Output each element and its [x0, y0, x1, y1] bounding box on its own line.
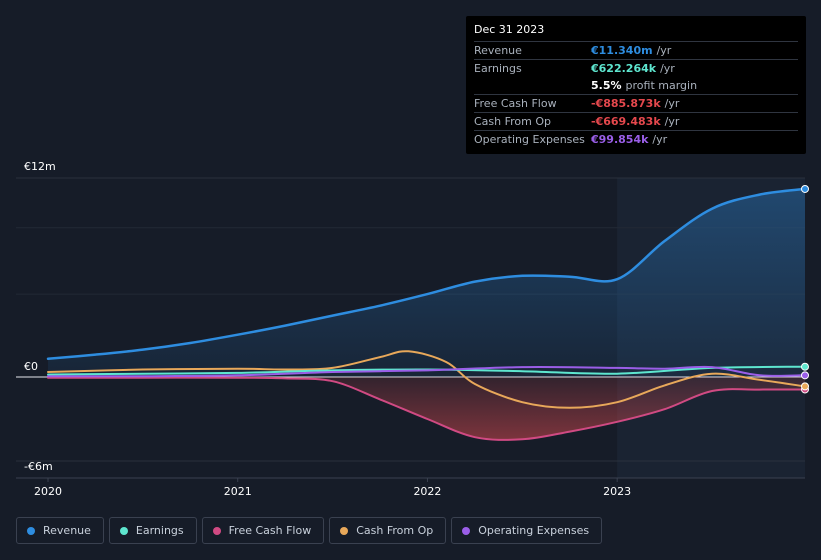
cash-from-op-line[interactable] [47, 350, 806, 409]
tooltip-row-label: Free Cash Flow [474, 97, 557, 110]
legend-label: Free Cash Flow [228, 524, 312, 537]
cash-from-op-end-point[interactable] [801, 382, 809, 391]
legend-item-earnings[interactable]: Earnings [108, 517, 197, 544]
tooltip-row: 5.5% profit margin [474, 77, 798, 94]
legend-item-operating-expenses[interactable]: Operating Expenses [451, 517, 603, 544]
operating-expenses-line[interactable] [47, 365, 806, 378]
tooltip-row-value: -€885.873k [591, 97, 661, 110]
revenue-line[interactable] [46, 187, 807, 361]
y-tick-label-1: €0 [24, 360, 38, 373]
tooltip-row-value: €11.340m [591, 44, 653, 57]
legend-item-free-cash-flow[interactable]: Free Cash Flow [201, 517, 325, 544]
tooltip-row: Revenue €11.340m/yr [474, 41, 798, 59]
tooltip-panel: Dec 31 2023 Revenue €11.340m/yr Earnings €6… [466, 16, 806, 154]
tooltip-row-unit: /yr [664, 115, 680, 128]
tooltip-row: Operating Expenses €99.854k/yr [474, 130, 798, 148]
tooltip-row-unit: /yr [664, 97, 680, 110]
legend-dot-icon [27, 526, 35, 535]
tooltip-row-value: €99.854k [591, 133, 649, 146]
tooltip-row-unit: /yr [656, 44, 672, 57]
tooltip-row-unit: profit margin [625, 79, 698, 92]
tooltip-row: Free Cash Flow -€885.873k/yr [474, 94, 798, 112]
x-tick-label-2021: 2021 [224, 485, 252, 498]
legend-item-revenue[interactable]: Revenue [16, 517, 104, 544]
tooltip-row-value: 5.5% [591, 79, 622, 92]
tooltip-row-unit: /yr [652, 133, 668, 146]
tooltip-row-unit: /yr [660, 62, 675, 75]
free-cash-flow-line[interactable] [47, 376, 806, 441]
legend-label: Cash From Op [356, 524, 434, 537]
x-tick-label-2020: 2020 [34, 485, 62, 498]
legend-dot-icon [340, 526, 349, 535]
x-tick-label-2022: 2022 [413, 485, 441, 498]
tooltip-row-value: €622.264k [591, 62, 657, 75]
earnings-end-point[interactable] [801, 362, 809, 371]
legend-label: Operating Expenses [478, 524, 590, 537]
tooltip-row-label: Cash From Op [474, 115, 552, 128]
legend-item-cash-from-op[interactable]: Cash From Op [329, 517, 447, 544]
free-cash-flow-area [48, 377, 805, 440]
tooltip-row-label: Earnings [474, 62, 522, 75]
tooltip-row: Earnings €622.264k/yr [474, 59, 798, 77]
financial-chart: €12m €0 -€6m 2020 2021 2022 2023 [16, 160, 809, 498]
revenue-area [48, 188, 805, 377]
tooltip-row-label: Revenue [474, 44, 522, 57]
legend: Revenue Earnings Free Cash Flow Cash From O… [16, 517, 603, 544]
tooltip-row-value: -€669.483k [591, 115, 661, 128]
legend-label: Earnings [135, 524, 184, 537]
y-tick-label-2: -€6m [24, 460, 53, 473]
x-tick-label-2023: 2023 [603, 485, 631, 498]
legend-dot-icon [212, 526, 221, 535]
legend-dot-icon [119, 526, 128, 535]
tooltip-row-label: Operating Expenses [474, 133, 585, 146]
tooltip-date: Dec 31 2023 [474, 23, 545, 36]
operating-expenses-end-point[interactable] [801, 371, 809, 380]
legend-label: Revenue [43, 524, 91, 537]
revenue-end-point[interactable] [801, 184, 809, 193]
legend-dot-icon [462, 526, 471, 535]
tooltip-row: Cash From Op -€669.483k/yr [474, 112, 798, 130]
y-tick-label-0: €12m [24, 160, 56, 173]
